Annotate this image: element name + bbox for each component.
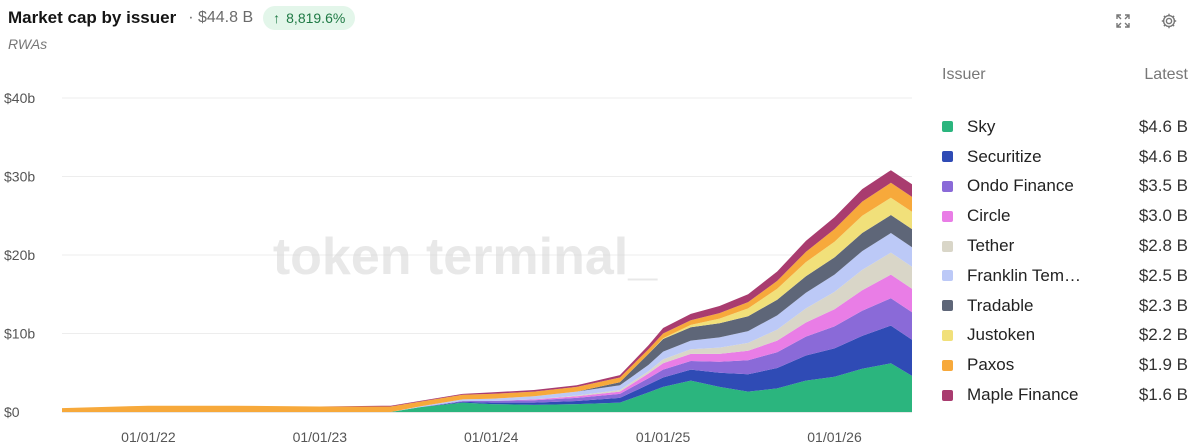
legend-item[interactable]: Justoken $2.2 B [942,321,1188,351]
legend-item[interactable]: Ondo Finance $3.5 B [942,172,1188,202]
expand-icon[interactable] [1114,12,1132,30]
x-axis-ticks: 01/01/22 01/01/23 01/01/24 01/01/25 01/01/26 [121,429,862,445]
legend-latest-value: $2.3 B [1138,295,1188,315]
change-badge: ↑ 8,819.6% [263,6,356,30]
legend-issuer-name: Sky [967,116,996,136]
legend-latest-value: $2.8 B [1138,236,1188,256]
legend-swatch [942,210,953,222]
x-tick-label: 01/01/22 [121,429,176,445]
legend-latest-value: $1.9 B [1138,355,1188,375]
legend-issuer-name: Tether [967,236,1015,256]
y-tick-label: $0 [4,404,20,420]
x-tick-label: 01/01/26 [807,429,862,445]
area-sky [62,363,912,412]
legend-issuer-name: Circle [967,206,1011,226]
legend-latest-value: $4.6 B [1138,146,1188,166]
legend-item[interactable]: Tradable $2.3 B [942,291,1188,321]
chart-tools [1114,12,1178,30]
legend-issuer-name: Tradable [967,295,1034,315]
legend-latest-value: $4.6 B [1138,116,1188,136]
legend-item[interactable]: Tether $2.8 B [942,231,1188,261]
legend-swatch [942,180,953,192]
arrow-up-icon: ↑ [273,10,281,26]
legend-issuer-name: Franklin Tem… [967,265,1081,285]
change-percent: 8,819.6% [286,10,346,26]
legend-latest-value: $1.6 B [1138,385,1188,405]
x-tick-label: 01/01/24 [464,429,519,445]
y-tick-label: $10b [4,326,35,342]
legend-issuer-name: Maple Finance [967,385,1079,405]
legend-issuer-name: Securitize [967,146,1042,166]
legend-latest-value: $2.5 B [1138,265,1188,285]
legend: Issuer Latest Sky $4.6 B Securitize $4.6 B O… [942,66,1188,410]
chart-title: Market cap by issuer [8,8,177,27]
legend-swatch [942,240,953,252]
legend-swatch [942,151,953,163]
legend-item[interactable]: Franklin Tem… $2.5 B [942,261,1188,291]
watermark: token terminal_ [273,228,658,286]
x-tick-label: 01/01/25 [636,429,691,445]
chart-subtitle: RWAs [8,36,48,52]
legend-latest-value: $2.2 B [1138,325,1188,345]
stacked-area-chart: token terminal_ $0 $10b $20b $30b $40b 01/01… [4,90,912,445]
x-tick-label: 01/01/23 [293,429,348,445]
y-tick-label: $20b [4,247,35,263]
y-tick-label: $40b [4,90,35,106]
legend-header: Issuer Latest [942,66,1188,90]
legend-col-issuer: Issuer [942,66,986,83]
legend-swatch [942,300,953,312]
legend-item[interactable]: Maple Finance $1.6 B [942,380,1188,410]
legend-swatch [942,359,953,371]
total-value: · $44.8 B [188,9,254,26]
gear-icon[interactable] [1160,12,1178,30]
legend-item[interactable]: Paxos $1.9 B [942,350,1188,380]
legend-item[interactable]: Securitize $4.6 B [942,142,1188,172]
legend-item[interactable]: Circle $3.0 B [942,201,1188,231]
chart-header: Market cap by issuer · $44.8 B ↑ 8,819.6… [8,4,356,32]
legend-latest-value: $3.0 B [1138,206,1188,226]
legend-latest-value: $3.5 B [1138,176,1188,196]
legend-swatch [942,389,953,401]
legend-item[interactable]: Sky $4.6 B [942,112,1188,142]
legend-swatch [942,270,953,282]
legend-swatch [942,121,953,133]
legend-issuer-name: Justoken [967,325,1036,345]
legend-col-latest: Latest [1144,66,1188,83]
legend-swatch [942,329,953,341]
area-series [62,170,912,412]
y-tick-label: $30b [4,169,35,185]
legend-list: Sky $4.6 B Securitize $4.6 B Ondo Finance $3.… [942,112,1188,410]
legend-issuer-name: Ondo Finance [967,176,1074,196]
y-axis-ticks: $0 $10b $20b $30b $40b [4,90,35,420]
legend-issuer-name: Paxos [967,355,1015,375]
